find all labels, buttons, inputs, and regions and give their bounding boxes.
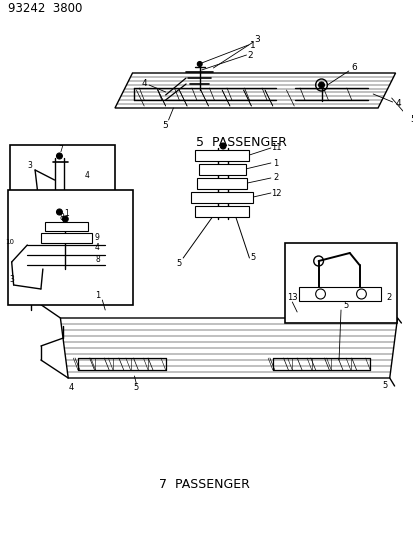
Bar xyxy=(190,192,253,203)
Circle shape xyxy=(57,209,62,215)
Text: 7: 7 xyxy=(58,146,63,155)
Circle shape xyxy=(57,153,62,159)
Text: 6: 6 xyxy=(351,63,357,72)
Text: 9: 9 xyxy=(95,232,100,241)
Text: 4: 4 xyxy=(84,171,89,180)
Text: 1: 1 xyxy=(273,158,278,167)
Text: 5: 5 xyxy=(381,382,387,391)
Text: 3: 3 xyxy=(254,36,259,44)
Text: 1: 1 xyxy=(64,209,69,219)
Text: 12: 12 xyxy=(271,189,281,198)
Text: 7  PASSENGER: 7 PASSENGER xyxy=(159,479,249,491)
Text: 10: 10 xyxy=(5,239,14,245)
Text: 1: 1 xyxy=(249,41,254,50)
Text: 3: 3 xyxy=(28,160,33,169)
Bar xyxy=(195,150,249,161)
Text: 5: 5 xyxy=(409,116,413,125)
Circle shape xyxy=(197,61,202,67)
Circle shape xyxy=(62,216,68,222)
Text: 5: 5 xyxy=(133,384,139,392)
Bar xyxy=(299,287,380,301)
Text: 4: 4 xyxy=(68,384,74,392)
Text: 4: 4 xyxy=(141,78,147,87)
Circle shape xyxy=(318,82,324,88)
Text: 1: 1 xyxy=(95,292,100,301)
Text: 2: 2 xyxy=(273,174,278,182)
Bar xyxy=(195,206,249,217)
Bar xyxy=(198,164,245,175)
Polygon shape xyxy=(115,73,395,108)
Text: 5: 5 xyxy=(176,259,181,268)
Text: 11: 11 xyxy=(271,143,281,152)
Text: 4: 4 xyxy=(95,243,100,252)
Bar xyxy=(284,243,396,323)
Bar xyxy=(196,178,247,189)
Text: 3: 3 xyxy=(9,274,14,284)
Text: 93242  3800: 93242 3800 xyxy=(8,3,82,15)
Text: 8: 8 xyxy=(95,254,100,263)
Text: 2: 2 xyxy=(385,294,390,303)
Bar xyxy=(41,233,91,243)
Text: 2: 2 xyxy=(247,51,253,60)
Bar xyxy=(10,145,115,235)
Text: 5  PASSENGER: 5 PASSENGER xyxy=(196,136,286,149)
Bar xyxy=(8,190,132,305)
Text: 13: 13 xyxy=(286,294,297,303)
Text: 5: 5 xyxy=(162,122,168,131)
Circle shape xyxy=(220,143,225,149)
Text: 8: 8 xyxy=(60,214,64,222)
Text: 5: 5 xyxy=(250,254,255,262)
Polygon shape xyxy=(60,318,396,378)
Text: 5: 5 xyxy=(342,302,348,311)
Bar xyxy=(45,222,88,231)
Text: 4: 4 xyxy=(395,100,400,109)
